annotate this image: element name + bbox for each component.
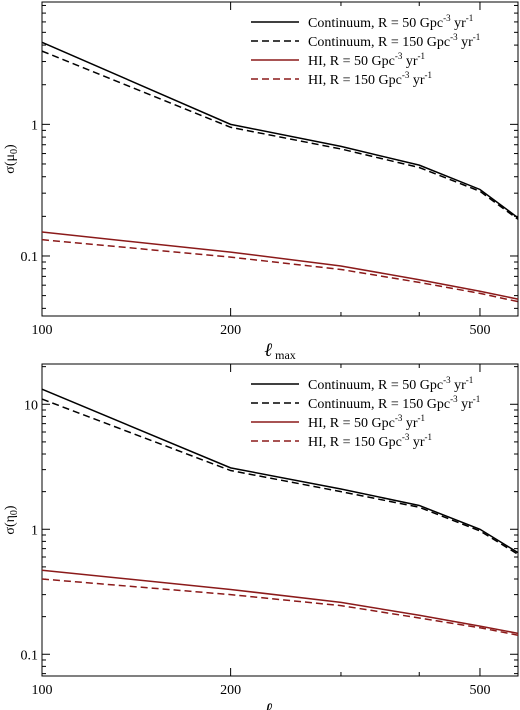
legend-label: HI, R = 150 Gpc-3 yr-1 xyxy=(308,432,432,450)
y-tick-label: 0.1 xyxy=(21,648,39,663)
legend-label: Continuum, R = 150 Gpc-3 yr-1 xyxy=(308,32,480,50)
series-line-1 xyxy=(41,41,519,219)
x-axis-label: ℓ max xyxy=(264,340,296,362)
legend-label: Continuum, R = 50 Gpc-3 yr-1 xyxy=(308,13,473,31)
series-line-3 xyxy=(41,569,519,635)
series-line-1 xyxy=(41,388,519,554)
x-tick-label: 500 xyxy=(469,683,490,698)
series-line-4 xyxy=(41,578,519,636)
legend-label: HI, R = 50 Gpc-3 yr-1 xyxy=(308,413,425,431)
x-tick-label: 100 xyxy=(32,683,53,698)
chart-panel-1: 100 200 500 0.1 1 ℓ max σ(μ0) Continuum, R = 50… xyxy=(3,1,519,362)
series-line-2 xyxy=(41,50,519,220)
x-axis-label: ℓ max xyxy=(264,700,296,710)
y-tick-label: 1 xyxy=(31,523,38,538)
series-line-2 xyxy=(41,398,519,555)
legend-label: Continuum, R = 50 Gpc-3 yr-1 xyxy=(308,375,473,393)
series-line-3 xyxy=(41,231,519,300)
x-tick-label: 200 xyxy=(220,683,241,698)
y-tick-label: 1 xyxy=(31,118,38,133)
series-line-4 xyxy=(41,238,519,303)
x-tick-label: 100 xyxy=(32,323,53,338)
x-tick-label: 200 xyxy=(220,323,241,338)
plot-frame xyxy=(41,1,519,317)
y-axis-label: σ(η0) xyxy=(3,505,20,535)
y-axis-label: σ(μ0) xyxy=(3,144,20,174)
y-tick-label: 10 xyxy=(24,398,38,413)
chart-panel-2: 100 200 500 0.1 1 10 ℓ max σ(η0) Continuum, R = … xyxy=(3,363,519,710)
legend-label: HI, R = 50 Gpc-3 yr-1 xyxy=(308,51,425,69)
legend-label: HI, R = 150 Gpc-3 yr-1 xyxy=(308,70,432,88)
legend-label: Continuum, R = 150 Gpc-3 yr-1 xyxy=(308,394,480,412)
plot-frame xyxy=(41,363,519,677)
x-tick-label: 500 xyxy=(469,323,490,338)
y-tick-label: 0.1 xyxy=(21,250,39,265)
